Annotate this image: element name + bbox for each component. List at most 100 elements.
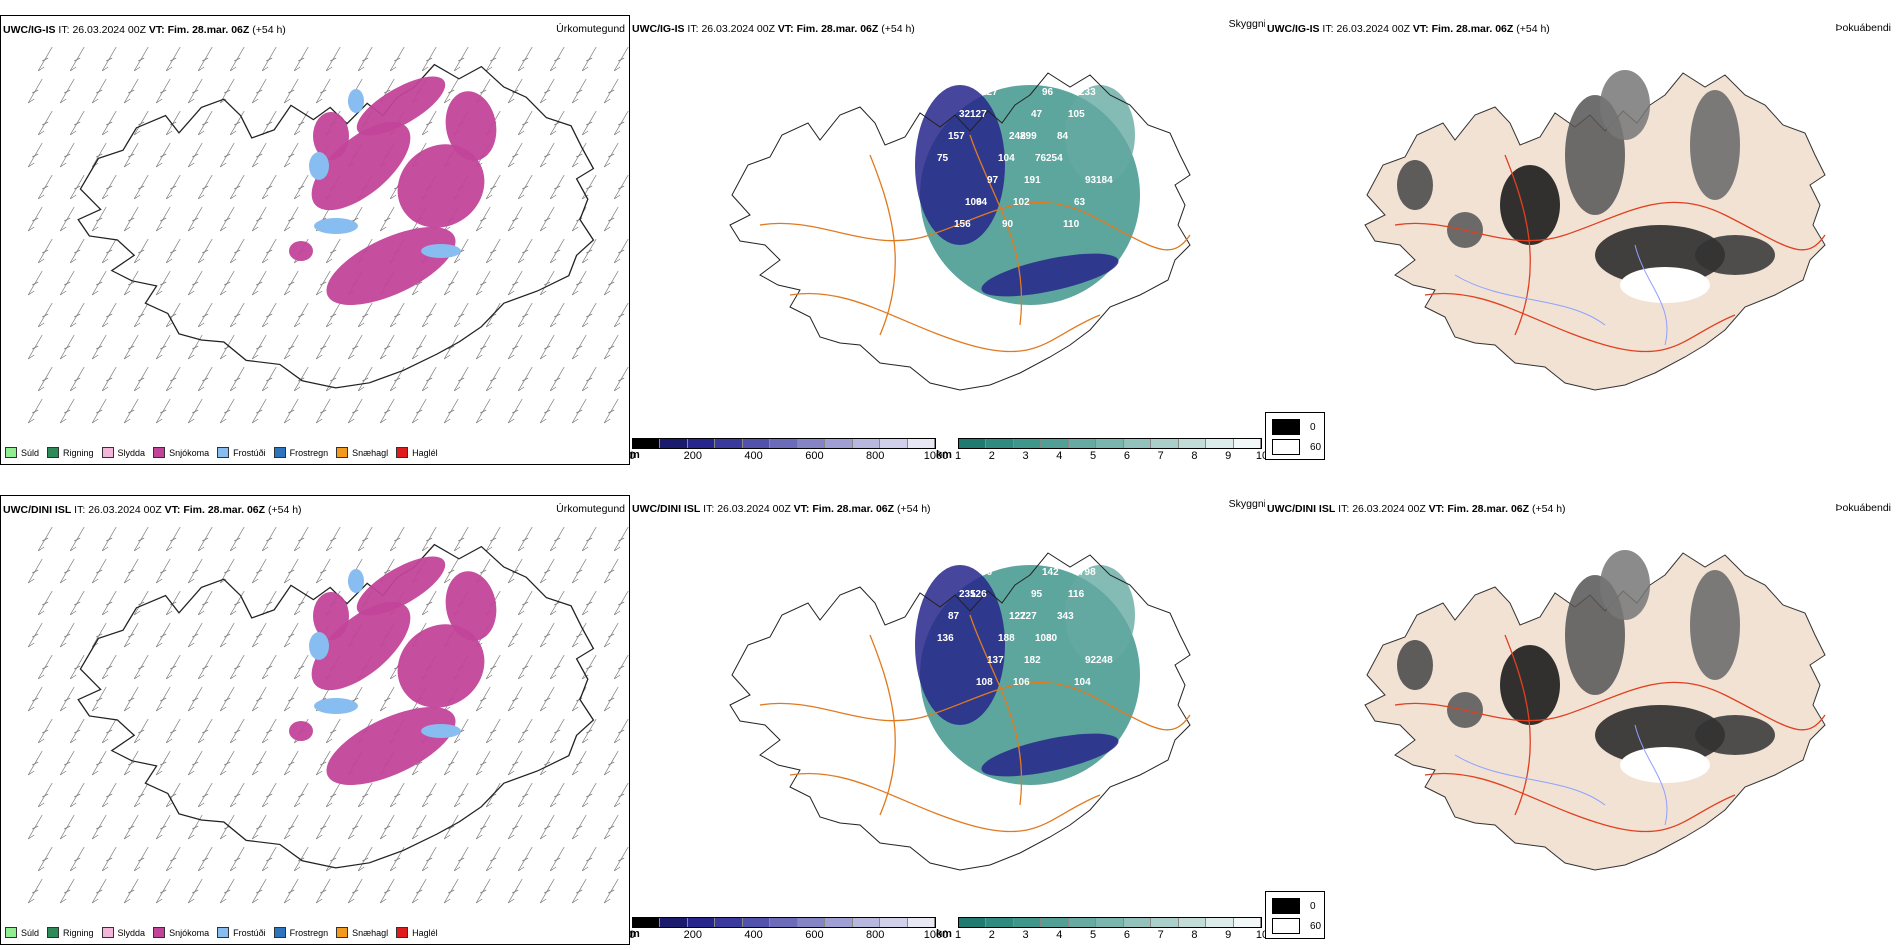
panel-header: UWC/DINI ISL IT: 26.03.2024 00Z VT: Fim.… [632,503,931,515]
cloudbase-label: 102 [1013,197,1030,208]
colorbar-cell [986,439,1014,448]
legend-swatch [5,927,17,938]
cloudbase-colorbar-top: 0 200 400 600 800 1000 m [628,438,948,464]
panel-title: Þokuábendi [1835,22,1891,34]
cloudbase-label: 142 [1042,567,1059,578]
cloudbase-label: 110 [1063,219,1080,230]
colorbar-tick: 0 [628,450,636,462]
cloudbase-label: 156 [954,219,971,230]
cloudbase-label: 182 [1024,655,1041,666]
cloudbase-map: 740 127 96 233 127 47 105 32 299 84 157 248 254 75 104… [729,72,1191,391]
legend-swatch [217,927,230,938]
colorbar-cell [1206,439,1234,448]
cloudbase-label: 157 [948,131,965,142]
cloudbase-label: 227 [1020,611,1037,622]
cloudbase-label: 108 [976,677,993,688]
legend-swatch [153,927,166,938]
colorbar-tick: 6 [1123,450,1130,462]
visibility-cells [958,438,1262,449]
legend-label: Frostúði [233,927,266,938]
colorbar-tick: 800 [866,450,885,462]
colorbar-tick: 200 [683,929,702,941]
cloudbase-label: 93 [1085,175,1097,186]
colorbar-tick: 400 [744,929,763,941]
cloudbase-label: 32 [959,109,971,120]
legend-item: Frostregn [273,447,329,458]
legend-swatch [273,447,286,458]
legend-label: Frostregn [289,447,329,458]
legend-swatch [396,927,409,938]
legend-item: Frostregn [273,927,328,938]
fog-legend-bottom: 0 60 [1265,891,1325,939]
cloudbase-label: 248 [1096,655,1113,666]
colorbar-cell [1096,918,1124,927]
cloudbase-label: 96 [1042,87,1054,98]
cloudbase-label: 75 [937,153,949,164]
colorbar-cell [1233,918,1261,927]
colorbar-cell [1178,439,1207,448]
visibility-cells [958,917,1262,928]
colorbar-cell [880,439,908,448]
cloudbase-label: 299 [1020,131,1037,142]
precip-map [27,46,629,424]
cloudbase-map: 138 96 142 798 126 95 116 235 227 343 87 127 80 136 18… [729,552,1191,871]
legend-label: Snjókoma [169,447,210,458]
cloudbase-label: 96 [981,567,993,578]
cloudbase-label: 95 [1031,589,1043,600]
legend-swatch [336,927,349,938]
cloudbase-label: 63 [1074,197,1086,208]
legend-swatch [47,447,60,458]
precip-legend: Súld Rigning Slydda Snjókoma Frostúði Frostre… [5,447,438,458]
colorbar-cell [1123,439,1152,448]
colorbar-tick: 600 [805,929,824,941]
cloudbase-label: 254 [1046,153,1063,164]
cloudbase-label: 235 [959,589,976,600]
cloudbase-label: 103 [1035,633,1052,644]
cloudbase-label: 47 [1031,109,1043,120]
panel-title: Úrkomutegund [556,23,625,35]
cloudbase-panel-top: UWC/IG-IS IT: 26.03.2024 00Z VT: Fim. 28… [630,15,1266,465]
colorbar-tick: 5 [1090,450,1097,462]
panel-header: UWC/IG-IS IT: 26.03.2024 00Z VT: Fim. 28… [1267,23,1550,35]
panel-title: Skyggni [1228,498,1266,510]
colorbar-tick: 8 [1191,450,1198,462]
legend-item: Slydda [101,447,145,458]
colorbar-cell [1123,918,1152,927]
precip-map [27,526,629,904]
cloudbase-label: 137 [987,655,1004,666]
legend-item: Frostúði [217,447,266,458]
colorbar-cell [1013,918,1042,927]
legend-item: Snjókoma [153,447,209,458]
fog-map [1364,70,1826,391]
panel-header: UWC/IG-IS IT: 26.03.2024 00Z VT: Fim. 28… [632,23,915,35]
cloudbase-label: 76 [1035,153,1047,164]
colorbar-cell [715,918,743,927]
cloudbase-label: 343 [1057,611,1074,622]
colorbar-cell [797,439,826,448]
panel-title: Skyggni [1228,18,1266,30]
legend-item: Snæhagl [336,927,388,938]
legend-swatch [101,927,114,938]
colorbar-cell [715,439,743,448]
cloudbase-label: 248 [1009,131,1026,142]
colorbar-cell [959,918,987,927]
colorbar-tick: 3 [1022,450,1029,462]
panel-header: UWC/DINI ISL IT: 26.03.2024 00Z VT: Fim.… [1267,503,1566,515]
legend-item: Snjókoma [153,927,209,938]
colorbar-cell [1068,439,1097,448]
fog-legend-top: 0 60 [1265,412,1325,460]
colorbar-tick: 7 [1157,450,1164,462]
legend-label: Súld [21,927,40,938]
cloudbase-label: 80 [1046,633,1058,644]
cloudbase-label: 127 [981,87,998,98]
cloudbase-label: 104 [998,153,1015,164]
legend-label: Slydda [117,927,146,938]
legend-swatch [101,447,114,458]
colorbar-tick: 0 [628,929,636,941]
colorbar-tick: 3 [1022,929,1029,941]
legend-item: Rigning [47,927,94,938]
cloudbase-label: 104 [1074,677,1091,688]
colorbar-cell [852,918,881,927]
visibility-colorbar-bottom: 1 2 3 4 5 6 7 8 9 10 km [936,917,1268,943]
legend-label: Súld [21,447,40,458]
